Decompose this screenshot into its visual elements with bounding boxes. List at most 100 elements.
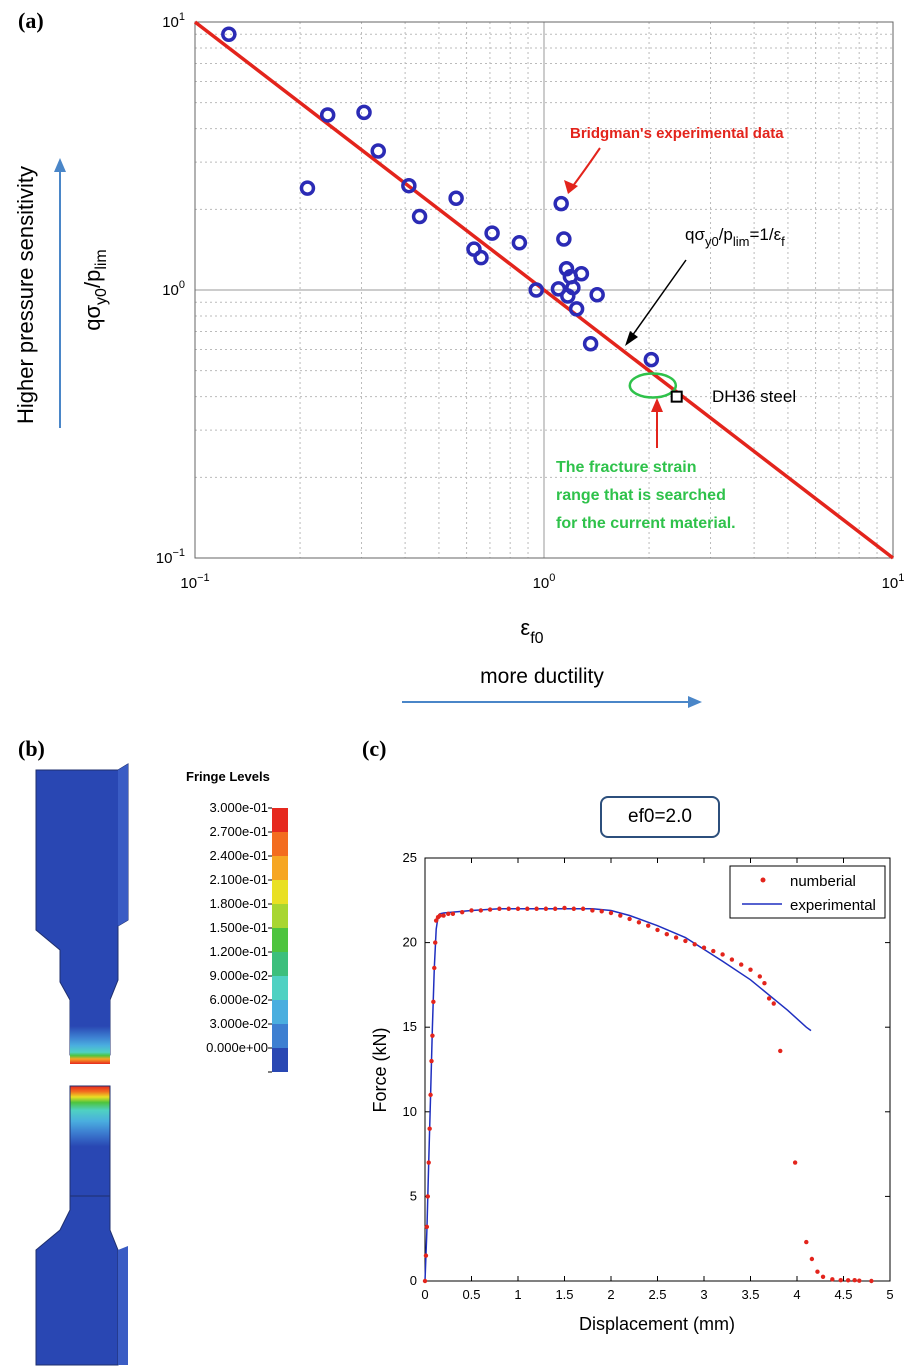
numerical-data-point: [515, 906, 521, 911]
numerical-data-point: [525, 906, 530, 911]
fit-formula-label: qσy0/plim=1/εf: [685, 225, 785, 249]
y-tick-label: 25: [403, 850, 417, 865]
numerical-data-point: [562, 905, 567, 911]
x-tick-label: 2: [607, 1287, 614, 1302]
fringe-level-label: 9.000e-02: [209, 968, 268, 983]
chart-c-force-displacement: 0 0.5 1 1.5 2 2.5 3 3.5 4 4.5 5 0 5 10 15 20 25 Displace…: [370, 850, 894, 1334]
chart-c-y-axis-label: Force (kN): [370, 1028, 390, 1113]
legend-experimental-label: experimental: [790, 897, 876, 914]
numerical-data-point: [762, 981, 767, 986]
colorbar-segment: [272, 976, 288, 1000]
colorbar-segment: [272, 952, 288, 976]
bridgman-data-point: [356, 104, 372, 121]
specimen-lower-neck: [69, 1085, 111, 1197]
numerical-data-point: [433, 940, 438, 945]
x-tick-label: 1.5: [555, 1287, 573, 1302]
numerical-data-point: [506, 906, 511, 911]
numerical-data-point: [427, 1126, 432, 1131]
numerical-data-point: [553, 906, 558, 911]
numerical-data-point: [429, 1058, 434, 1064]
specimen-upper-neck: [70, 980, 110, 1064]
chart-a-plot-frame: [194, 21, 894, 559]
specimen-lower-grip: [35, 1195, 119, 1366]
bridgman-data-point: [553, 195, 569, 212]
numerical-data-point: [720, 952, 725, 957]
chart-a-log-log-plot: 10−1 100 101 10−1 100 101 Higher pressure sen…: [13, 11, 905, 708]
bridgman-data-point: [511, 235, 528, 251]
numerical-data-point: [820, 1274, 826, 1279]
fringe-level-label: 2.400e-01: [209, 848, 268, 863]
ef0-parameter-box: ef0=2.0: [600, 796, 720, 838]
specimen-upper-side-face: [118, 764, 128, 926]
bridgman-data-point: [573, 265, 590, 282]
range-label-line-3: for the current material.: [556, 515, 736, 532]
colorbar-segment: [272, 880, 288, 904]
y-tick-label: 5: [410, 1188, 417, 1203]
chart-a-gridlines: [194, 21, 894, 559]
chart-c-plot-frame: [424, 857, 891, 1282]
specimen-fringe-contour: [35, 763, 129, 1366]
bridgman-data-point: [484, 225, 500, 241]
numerical-data-point: [809, 1256, 815, 1262]
chart-c-legend-box: [729, 865, 886, 919]
numerical-data-point: [852, 1277, 857, 1283]
numerical-data-point: [757, 974, 762, 979]
x-tick-label: 4.5: [834, 1287, 852, 1302]
range-label-line-1: The fracture strain: [556, 459, 696, 476]
numerical-data-point: [683, 938, 688, 944]
colorbar-segment: [272, 1024, 288, 1048]
x-tick-label: 0: [421, 1287, 428, 1302]
numerical-data-point: [845, 1278, 851, 1283]
numerical-data-point: [729, 957, 735, 962]
numerical-data-point: [771, 1001, 776, 1006]
bridgman-data-point: [319, 107, 336, 123]
x-tick-label: 10−1: [180, 572, 209, 592]
fringe-level-label: 3.000e-02: [209, 1016, 268, 1031]
numerical-data-point: [430, 1033, 435, 1038]
numerical-data-point: [428, 1092, 433, 1098]
fit-formula-arrow: [631, 259, 687, 337]
x-tick-label: 1: [514, 1287, 521, 1302]
colorbar-segment: [272, 1048, 288, 1072]
chart-c-x-axis-label: Displacement (mm): [579, 1314, 735, 1334]
bridgman-data-point: [556, 231, 572, 247]
dh36-label: DH36 steel: [712, 387, 796, 406]
numerical-data-point: [655, 927, 660, 933]
numerical-data-point: [571, 906, 576, 911]
colorbar-segment: [272, 832, 288, 856]
x-tick-label: 100: [533, 572, 556, 592]
numerical-data-point: [432, 965, 437, 971]
numerical-data-point: [857, 1278, 862, 1283]
numerical-data-point: [792, 1160, 798, 1165]
numerical-data-point: [618, 913, 623, 918]
numerical-data-point: [543, 906, 549, 911]
numerical-data-point: [431, 999, 436, 1005]
numerical-data-point: [815, 1269, 820, 1274]
numerical-data-point: [869, 1278, 874, 1284]
numerical-data-point: [478, 908, 483, 913]
bridgman-data-point: [370, 143, 386, 159]
x-tick-label: 101: [882, 572, 905, 592]
x-tick-label: 5: [886, 1287, 893, 1302]
dh36-steel-marker: [670, 390, 683, 403]
numerical-data-point: [534, 906, 539, 911]
numerical-data-point: [711, 948, 716, 954]
numerical-data-point: [739, 962, 744, 967]
numerical-data-point: [424, 1224, 430, 1230]
x-tick-label: 3.5: [741, 1287, 759, 1302]
numerical-data-point: [580, 906, 586, 911]
panel-label-b: (b): [18, 736, 45, 761]
numerical-data-point: [433, 918, 439, 923]
numerical-data-point: [838, 1277, 843, 1283]
numerical-data-point: [441, 913, 446, 918]
fringe-level-label: 1.200e-01: [209, 944, 268, 959]
fringe-level-label: 3.000e-01: [209, 800, 268, 815]
y-caption-text: Higher pressure sensitivity: [13, 166, 38, 424]
bridgman-data-point: [299, 180, 316, 196]
fringe-level-label: 6.000e-02: [209, 992, 268, 1007]
y-tick-label: 10−1: [156, 547, 185, 567]
bridgman-data-point: [411, 208, 428, 225]
fringe-level-label: 2.100e-01: [209, 872, 268, 887]
x-tick-label: 0.5: [462, 1287, 480, 1302]
colorbar-segment: [272, 808, 288, 832]
